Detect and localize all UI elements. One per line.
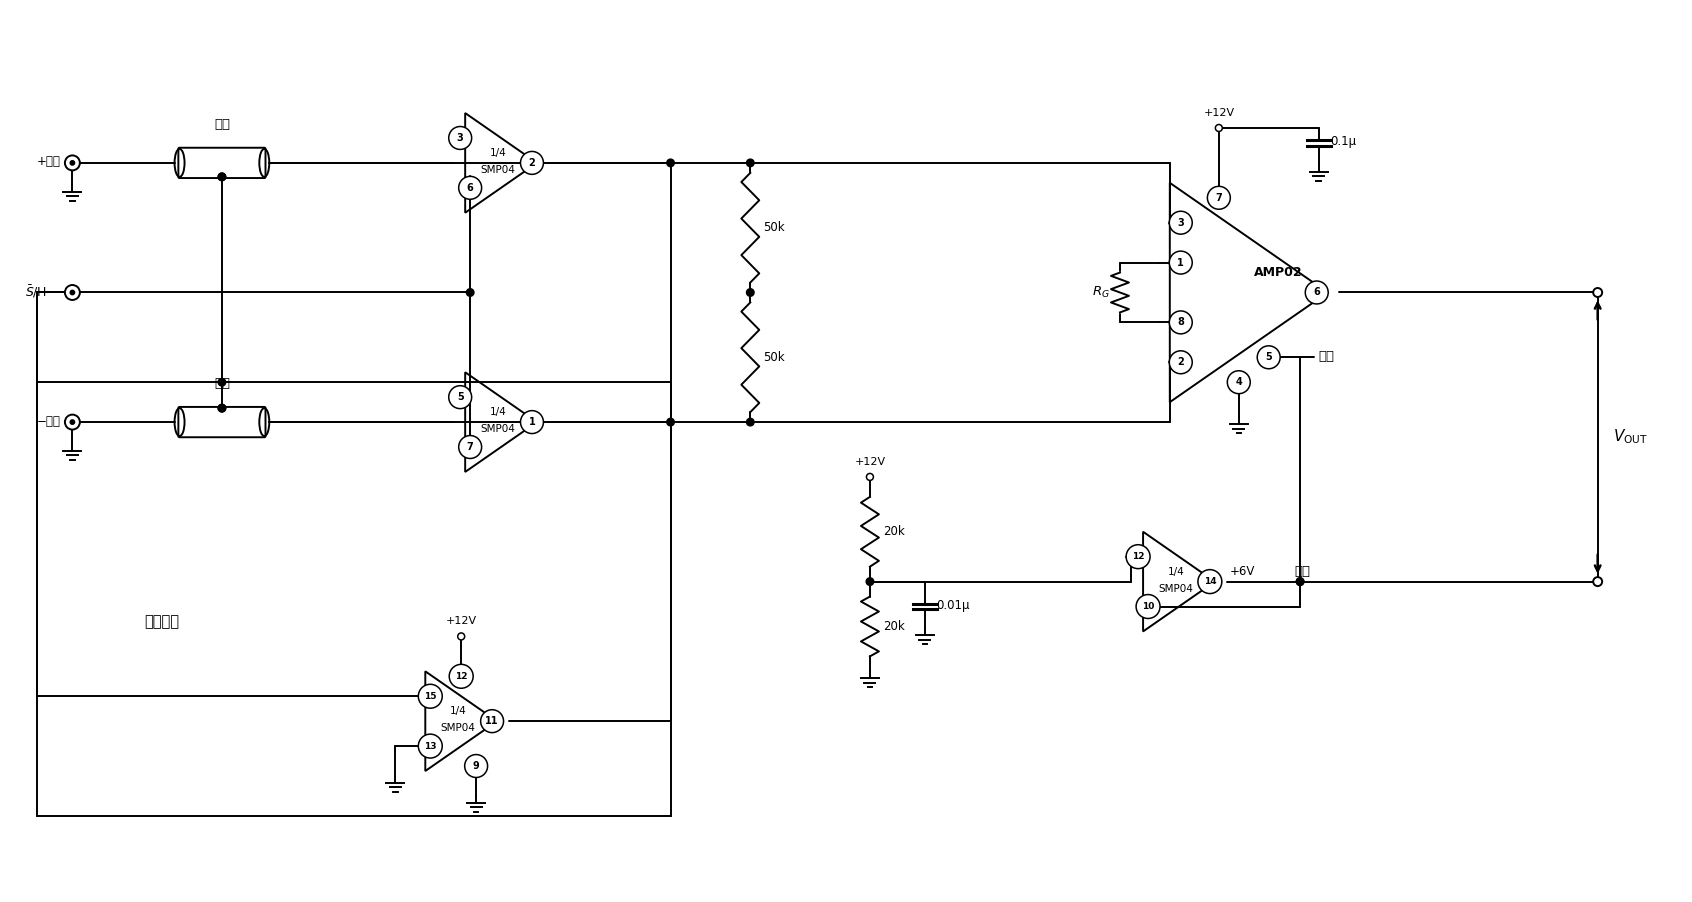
Circle shape — [667, 159, 675, 167]
Circle shape — [1169, 211, 1193, 235]
Text: 14: 14 — [1203, 577, 1217, 586]
Circle shape — [218, 173, 225, 180]
Circle shape — [521, 152, 543, 174]
Text: 0.1µ: 0.1µ — [1330, 135, 1357, 149]
Text: 10: 10 — [1142, 602, 1154, 611]
Text: 50k: 50k — [763, 221, 785, 235]
Circle shape — [448, 126, 472, 150]
Text: +12V: +12V — [445, 616, 477, 627]
Text: 2: 2 — [528, 158, 535, 168]
Circle shape — [1305, 281, 1328, 304]
Text: 12: 12 — [1132, 552, 1144, 561]
Circle shape — [746, 159, 755, 167]
Text: 防护驱动: 防护驱动 — [144, 614, 179, 629]
Text: 15: 15 — [425, 692, 437, 701]
Circle shape — [1169, 251, 1193, 274]
Circle shape — [1257, 345, 1281, 369]
Circle shape — [218, 173, 225, 180]
Text: 5: 5 — [1266, 353, 1272, 363]
Circle shape — [418, 685, 442, 708]
Circle shape — [1135, 594, 1161, 619]
Circle shape — [521, 410, 543, 434]
Text: 基准: 基准 — [1318, 350, 1335, 363]
Text: 8: 8 — [1178, 318, 1184, 327]
Circle shape — [1594, 577, 1602, 586]
Text: 防护: 防护 — [213, 377, 230, 391]
Text: 1/4: 1/4 — [489, 407, 506, 417]
Circle shape — [64, 415, 80, 429]
Circle shape — [866, 578, 873, 585]
Circle shape — [1208, 187, 1230, 209]
Text: 基准: 基准 — [1294, 566, 1311, 578]
Circle shape — [218, 404, 225, 412]
Circle shape — [1169, 311, 1193, 334]
Text: −输入: −输入 — [37, 415, 61, 428]
Circle shape — [1127, 545, 1151, 568]
Text: 1/4: 1/4 — [489, 148, 506, 158]
Text: 7: 7 — [467, 442, 474, 452]
Text: +12V: +12V — [1203, 108, 1235, 118]
Circle shape — [459, 633, 465, 640]
Circle shape — [866, 474, 873, 481]
Circle shape — [1169, 351, 1193, 373]
Circle shape — [1198, 570, 1222, 594]
Text: 13: 13 — [425, 741, 437, 750]
Text: 20k: 20k — [883, 620, 905, 633]
Circle shape — [746, 419, 755, 426]
Circle shape — [459, 177, 482, 199]
Text: 1/4: 1/4 — [450, 706, 467, 716]
Circle shape — [218, 379, 225, 386]
Text: +6V: +6V — [1230, 566, 1255, 578]
Text: 5: 5 — [457, 392, 464, 402]
Text: AMP02: AMP02 — [1254, 266, 1303, 279]
Text: 9: 9 — [472, 761, 479, 771]
Text: 1: 1 — [1178, 258, 1184, 268]
Circle shape — [64, 285, 80, 300]
Text: SMP04: SMP04 — [1159, 584, 1193, 594]
Text: 6: 6 — [1313, 288, 1320, 298]
Text: SMP04: SMP04 — [481, 424, 516, 434]
Text: 1: 1 — [528, 417, 535, 427]
Text: $\bar{S}$/H: $\bar{S}$/H — [25, 283, 47, 299]
Text: 防护: 防护 — [213, 118, 230, 131]
Text: 7: 7 — [1215, 193, 1222, 203]
Circle shape — [1227, 371, 1250, 393]
Circle shape — [448, 386, 472, 409]
Text: 3: 3 — [457, 133, 464, 143]
Text: 2: 2 — [1178, 357, 1184, 367]
Text: 20k: 20k — [883, 525, 905, 538]
Text: +输入: +输入 — [37, 155, 61, 169]
Text: 3: 3 — [1178, 217, 1184, 227]
Circle shape — [1296, 578, 1305, 585]
Text: 12: 12 — [455, 672, 467, 681]
Circle shape — [1594, 288, 1602, 297]
Text: 6: 6 — [467, 183, 474, 193]
Circle shape — [1215, 124, 1222, 132]
Text: 1/4: 1/4 — [1167, 566, 1184, 576]
Text: +12V: +12V — [854, 457, 885, 467]
Circle shape — [459, 436, 482, 458]
Circle shape — [448, 665, 474, 688]
Text: 4: 4 — [1235, 377, 1242, 387]
Text: SMP04: SMP04 — [481, 165, 516, 175]
Text: $V_{\rm OUT}$: $V_{\rm OUT}$ — [1612, 428, 1648, 446]
Circle shape — [218, 404, 225, 412]
Circle shape — [418, 734, 442, 758]
Circle shape — [667, 419, 675, 426]
Text: 50k: 50k — [763, 351, 785, 364]
Text: SMP04: SMP04 — [440, 723, 475, 733]
Circle shape — [467, 289, 474, 296]
Circle shape — [465, 755, 487, 778]
Circle shape — [69, 420, 74, 424]
Circle shape — [746, 289, 755, 296]
Text: 0.01µ: 0.01µ — [937, 599, 970, 612]
Text: $R_G$: $R_G$ — [1091, 285, 1110, 300]
Text: 11: 11 — [486, 716, 499, 726]
Circle shape — [69, 290, 74, 295]
Circle shape — [481, 710, 504, 732]
Circle shape — [1296, 578, 1305, 585]
Circle shape — [64, 155, 80, 170]
Circle shape — [69, 161, 74, 165]
